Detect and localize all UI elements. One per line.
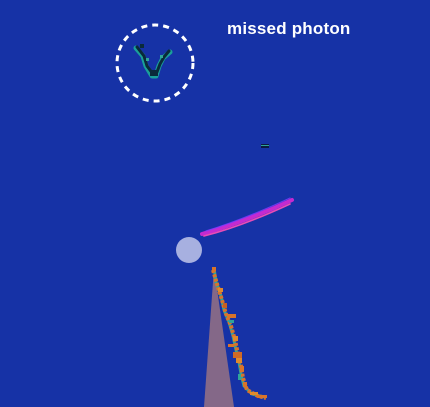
missed-photon-cluster (133, 44, 173, 79)
missed-photon-label: missed photon (227, 19, 351, 38)
beam-cone (204, 268, 234, 407)
vertex-marker (176, 237, 202, 263)
highlight-circle (115, 23, 195, 103)
isolated-hit-edge (261, 145, 269, 146)
hadronic-shower (211, 267, 267, 400)
charged-track (200, 197, 294, 237)
